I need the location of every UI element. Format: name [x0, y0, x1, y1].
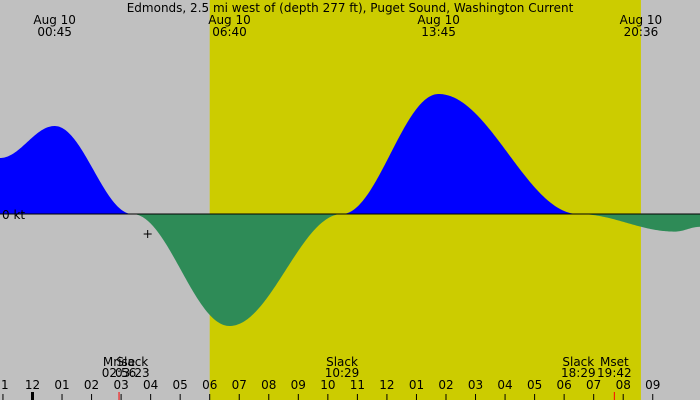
x-tick-label: 04: [497, 378, 512, 392]
current-areas: [0, 94, 700, 326]
bottom-event-label: Slack: [326, 355, 358, 369]
flood-area: [0, 126, 133, 214]
x-tick-label: 01: [409, 378, 424, 392]
x-tick-label: 06: [556, 378, 571, 392]
x-tick-label: 01: [54, 378, 69, 392]
top-event-time: 13:45: [421, 25, 456, 39]
top-event-date: Aug 10: [620, 13, 663, 27]
top-event-time: 00:45: [37, 25, 72, 39]
ebb-area: [133, 214, 343, 326]
x-axis: .1 12 01 02 03 04 05 06 07 08 09 10 11 12 01 02 03 04 05 06…: [0, 378, 660, 400]
bottom-event-time: 10:29: [325, 366, 360, 380]
x-tick-label: 08: [261, 378, 276, 392]
x-tick-label: 07: [586, 378, 601, 392]
marker: [143, 230, 152, 238]
chart-title: Edmonds, 2.5 mi west of (depth 277 ft), …: [127, 1, 574, 15]
x-tick-label: 03: [468, 378, 483, 392]
x-tick-label: 10: [320, 378, 335, 392]
x-tick-label: 12: [379, 378, 394, 392]
top-event-time: 20:36: [624, 25, 659, 39]
x-tick-label: 05: [527, 378, 542, 392]
bottom-events: Mrise02:56Slack03:23Slack10:29Slack18:29…: [102, 355, 632, 400]
bottom-event-time: 18:29: [561, 366, 596, 380]
ebb-area: [579, 214, 700, 232]
x-tick-label: 09: [645, 378, 660, 392]
top-event-time: 06:40: [212, 25, 247, 39]
x-tick-label: 11: [350, 378, 365, 392]
top-event-date: Aug 10: [33, 13, 76, 27]
x-tick-label: 07: [232, 378, 247, 392]
x-tick-label: 12: [25, 378, 40, 392]
x-tick-label: 05: [173, 378, 188, 392]
bottom-event-label: Mrise: [103, 355, 135, 369]
bottom-event-label: Slack: [562, 355, 594, 369]
bottom-event-label: Slack: [116, 355, 148, 369]
flood-area: [343, 94, 579, 214]
bottom-event-time: 19:42: [597, 366, 632, 380]
x-tick-label: 06: [202, 378, 217, 392]
top-event-date: Aug 10: [208, 13, 251, 27]
x-tick-label: .1: [0, 378, 9, 392]
x-tick-label: 02: [84, 378, 99, 392]
x-tick-label: 08: [616, 378, 631, 392]
x-tick-label: 04: [143, 378, 158, 392]
top-event-date: Aug 10: [417, 13, 460, 27]
bottom-event-label: Mset: [600, 355, 629, 369]
x-tick-label: 03: [113, 378, 128, 392]
bottom-event-time: 02:56: [102, 366, 137, 380]
zero-label: 0 kt: [2, 208, 25, 222]
bottom-event-time: 03:23: [115, 366, 150, 380]
x-tick-label: 09: [291, 378, 306, 392]
x-tick-label: 02: [438, 378, 453, 392]
